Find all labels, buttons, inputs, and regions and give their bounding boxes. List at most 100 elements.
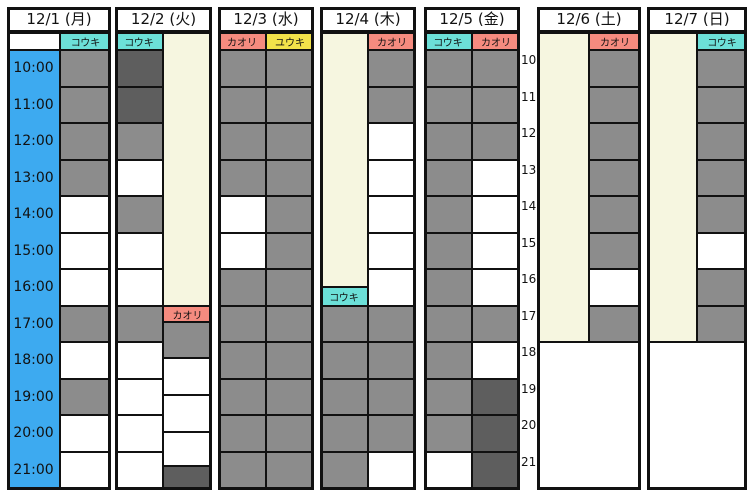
- slot: [472, 451, 520, 488]
- slot: [218, 86, 266, 123]
- slot: [60, 159, 111, 196]
- slot: [60, 415, 111, 452]
- hour-mark: 10: [521, 53, 537, 67]
- day-frame: [218, 7, 314, 490]
- slot: [115, 342, 163, 379]
- slot: [472, 232, 520, 269]
- slot: [60, 232, 111, 269]
- name-tag: ユウキ: [266, 33, 314, 50]
- time-label: 10:00: [13, 60, 54, 77]
- slot: [424, 232, 472, 269]
- slot: [368, 342, 416, 379]
- slot: [218, 305, 266, 342]
- hour-mark: 13: [521, 162, 537, 177]
- name-tag: カオリ: [589, 33, 641, 50]
- slot: [368, 415, 416, 452]
- slot: [60, 196, 111, 233]
- slot: [60, 451, 111, 488]
- slot: [266, 86, 314, 123]
- day-header: 12/3 (水): [218, 7, 314, 33]
- slot: [115, 378, 163, 415]
- hour-mark: 15: [521, 235, 537, 250]
- time-label: 20:00: [13, 425, 54, 442]
- hour-mark: 21: [521, 454, 537, 469]
- slot: [60, 50, 111, 87]
- slot: [60, 123, 111, 160]
- slot: [424, 342, 472, 379]
- slot: [424, 123, 472, 160]
- slot: [115, 50, 163, 87]
- slot: [163, 395, 212, 432]
- slot: [472, 378, 520, 415]
- slot: [589, 159, 641, 196]
- slot: [368, 123, 416, 160]
- time-label: 16:00: [13, 279, 54, 296]
- slot: [697, 123, 747, 160]
- slot: [218, 378, 266, 415]
- slot: [218, 342, 266, 379]
- hour-mark: 11: [521, 89, 537, 104]
- slot: [368, 196, 416, 233]
- slot: [424, 451, 472, 488]
- slot: [320, 451, 368, 488]
- open-block: [647, 33, 697, 342]
- slot: [368, 86, 416, 123]
- slot: [697, 269, 747, 306]
- time-label: 14:00: [13, 206, 54, 223]
- slot: [424, 196, 472, 233]
- slot: [697, 86, 747, 123]
- day-header: 12/4 (木): [320, 7, 416, 33]
- slot: [697, 232, 747, 269]
- slot: [320, 305, 368, 342]
- slot: [266, 196, 314, 233]
- day-frame: [320, 7, 416, 490]
- slot: [472, 342, 520, 379]
- hour-mark: 18: [521, 345, 537, 359]
- slot: [589, 86, 641, 123]
- slot: [424, 269, 472, 306]
- slot: [697, 159, 747, 196]
- hour-mark: 19: [521, 381, 537, 396]
- time-label: 15:00: [13, 242, 54, 259]
- slot: [163, 432, 212, 466]
- slot: [115, 305, 163, 342]
- slot: [266, 378, 314, 415]
- slot: [266, 50, 314, 87]
- day-frame: [424, 7, 520, 490]
- slot: [697, 305, 747, 342]
- day-header: 12/7 (日): [647, 7, 747, 33]
- slot: [218, 451, 266, 488]
- name-tag: コウキ: [320, 287, 368, 306]
- slot: [472, 50, 520, 87]
- slot: [424, 159, 472, 196]
- slot: [424, 86, 472, 123]
- slot: [115, 123, 163, 160]
- day-frame: [537, 7, 641, 490]
- time-label: 19:00: [13, 388, 54, 405]
- day-frame: [115, 7, 212, 490]
- open-block: [537, 33, 589, 342]
- day-header: 12/1 (月): [7, 7, 111, 33]
- time-label: 18:00: [13, 352, 54, 369]
- time-column: [7, 50, 60, 488]
- open-block: [320, 33, 368, 287]
- day-header: 12/5 (金): [424, 7, 520, 33]
- slot: [218, 415, 266, 452]
- day-frame: [647, 7, 747, 490]
- time-label: 12:00: [13, 133, 54, 150]
- slot: [320, 415, 368, 452]
- slot: [424, 50, 472, 87]
- open-block: [163, 33, 212, 306]
- slot: [320, 342, 368, 379]
- slot: [218, 269, 266, 306]
- slot: [368, 269, 416, 306]
- slot: [424, 378, 472, 415]
- slot: [589, 269, 641, 306]
- time-label: 17:00: [13, 315, 54, 332]
- slot: [60, 86, 111, 123]
- time-label: 21:00: [13, 461, 54, 478]
- time-label: 11:00: [13, 96, 54, 113]
- slot: [697, 196, 747, 233]
- slot: [115, 86, 163, 123]
